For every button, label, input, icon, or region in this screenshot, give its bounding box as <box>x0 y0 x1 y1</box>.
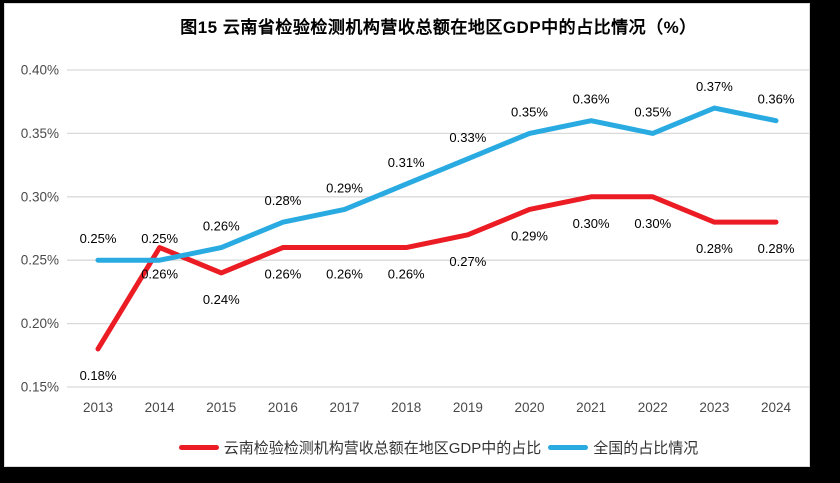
x-axis-label: 2018 <box>391 400 421 415</box>
y-axis-tick-label: 0.40% <box>21 63 59 78</box>
data-label: 0.37% <box>696 79 733 94</box>
x-axis-label: 2016 <box>268 400 298 415</box>
legend-item-yunnan: 云南检验检测机构营收总额在地区GDP中的占比 <box>178 437 542 458</box>
y-axis-tick-label: 0.30% <box>21 189 59 204</box>
data-label: 0.29% <box>511 228 548 243</box>
data-label: 0.30% <box>634 216 671 231</box>
data-label: 0.36% <box>758 92 795 107</box>
x-axis-label: 2020 <box>514 400 544 415</box>
data-label: 0.25% <box>80 231 117 246</box>
legend-label-national: 全国的占比情况 <box>593 439 699 457</box>
x-axis-label: 2015 <box>206 400 236 415</box>
legend-label-yunnan: 云南检验检测机构营收总额在地区GDP中的占比 <box>223 439 542 457</box>
data-label: 0.29% <box>326 180 363 195</box>
data-label: 0.24% <box>203 292 240 307</box>
series-line-1 <box>95 105 779 263</box>
blue-line-swatch-icon <box>548 444 589 450</box>
red-line-swatch-icon <box>178 444 219 450</box>
data-label: 0.26% <box>326 267 363 282</box>
x-axis-label: 2022 <box>638 400 668 415</box>
x-axis-label: 2017 <box>330 400 360 415</box>
x-axis-label: 2023 <box>699 400 729 415</box>
series-line-0 <box>95 194 779 352</box>
chart-legend: 云南检验检测机构营收总额在地区GDP中的占比 全国的占比情况 <box>67 434 810 460</box>
data-label: 0.26% <box>141 267 178 282</box>
data-label: 0.26% <box>264 267 301 282</box>
data-label: 0.30% <box>573 216 610 231</box>
x-axis-label: 2013 <box>83 400 113 415</box>
chart-panel: 图15 云南省检验检测机构营收总额在地区GDP中的占比情况（%） 0.15% 0.… <box>4 3 810 467</box>
data-label: 0.28% <box>758 241 795 256</box>
data-label: 0.27% <box>449 254 486 269</box>
data-label: 0.26% <box>203 219 240 234</box>
x-axis-label: 2021 <box>576 400 606 415</box>
y-axis-tick-label: 0.25% <box>21 253 59 268</box>
data-label: 0.25% <box>141 231 178 246</box>
data-label: 0.28% <box>696 241 733 256</box>
data-label: 0.31% <box>388 155 425 170</box>
data-label: 0.33% <box>449 130 486 145</box>
line-chart: 0.15% 0.20% 0.25% 0.30% 0.35% 0.40% 2013 2014 20… <box>21 63 810 415</box>
data-label: 0.36% <box>573 92 610 107</box>
data-label: 0.26% <box>388 267 425 282</box>
legend-item-national: 全国的占比情况 <box>548 437 698 458</box>
x-axis-label: 2024 <box>761 400 792 415</box>
data-label: 0.35% <box>634 104 671 119</box>
chart-title: 图15 云南省检验检测机构营收总额在地区GDP中的占比情况（%） <box>180 18 697 37</box>
data-label: 0.35% <box>511 104 548 119</box>
y-axis-tick-label: 0.20% <box>21 316 59 331</box>
y-axis-tick-label: 0.15% <box>21 380 59 395</box>
y-axis-tick-label: 0.35% <box>21 126 59 141</box>
data-label: 0.28% <box>264 193 301 208</box>
x-axis-label: 2014 <box>145 400 176 415</box>
x-axis-label: 2019 <box>453 400 483 415</box>
data-label: 0.18% <box>80 368 117 383</box>
